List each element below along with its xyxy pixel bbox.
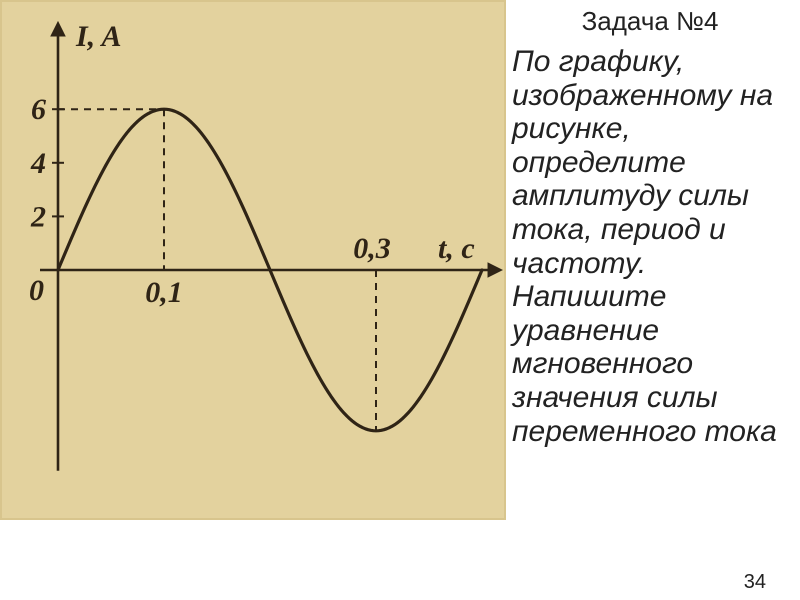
svg-text:6: 6 <box>31 93 46 126</box>
svg-text:0: 0 <box>29 274 44 307</box>
sine-chart: 2 4 6 0,1 0,3 0 I, A t, с <box>0 0 506 600</box>
svg-text:I, A: I, A <box>75 20 122 53</box>
text-pane: Задача №4 По графику, изображенному на р… <box>506 0 800 600</box>
svg-text:0,3: 0,3 <box>353 232 391 265</box>
problem-title: Задача №4 <box>512 6 788 37</box>
problem-body: По графику, изображенному на рисунке, оп… <box>512 45 788 448</box>
svg-text:4: 4 <box>30 147 46 180</box>
svg-text:2: 2 <box>30 200 46 233</box>
svg-text:t, с: t, с <box>438 232 475 265</box>
chart-pane: 2 4 6 0,1 0,3 0 I, A t, с <box>0 0 506 600</box>
page-number: 34 <box>512 571 788 594</box>
svg-text:0,1: 0,1 <box>145 276 183 309</box>
